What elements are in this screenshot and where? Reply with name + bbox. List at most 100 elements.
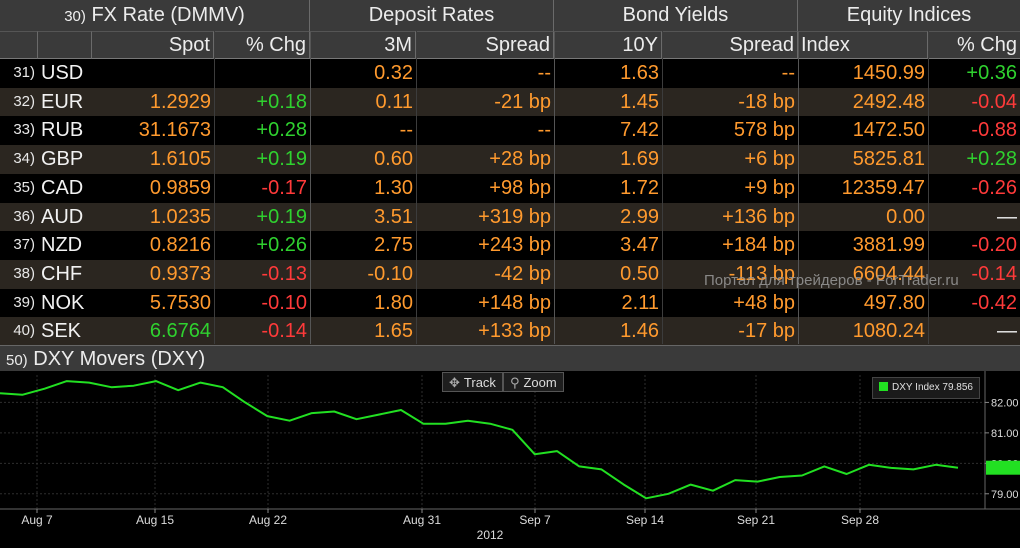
bond-spread-value: +136 bp bbox=[722, 205, 795, 228]
y-tick-label: 81.00 bbox=[991, 428, 1019, 440]
section-header-bond: Bond Yields bbox=[554, 0, 798, 31]
deposit-spread-value: +243 bp bbox=[478, 234, 551, 257]
deposit-3m-value: 0.32 bbox=[374, 62, 413, 84]
deposit-3m-value: 2.75 bbox=[374, 234, 413, 257]
table-row[interactable]: 31) USD 0.32 -- 1.63 -- 1450.99 +0.36 bbox=[0, 59, 1020, 88]
currency-code[interactable]: AUD bbox=[41, 205, 84, 228]
row-number[interactable]: 33) bbox=[13, 121, 35, 139]
currency-code[interactable]: EUR bbox=[41, 90, 84, 113]
spot-pct-change: -0.17 bbox=[261, 176, 307, 199]
table-row[interactable]: 38) CHF 0.9373 -0.13 -0.10 -42 bp 0.50 -113 bp 6… bbox=[0, 259, 1020, 289]
currency-code[interactable]: SEK bbox=[41, 320, 82, 343]
table-row[interactable]: 39) NOK 5.7530 -0.10 1.80 +148 bp 2.11 +48 bp 49… bbox=[0, 288, 1020, 318]
equity-index-value: 3881.99 bbox=[852, 234, 925, 257]
table-row[interactable]: 34) GBP 1.6105 +0.19 0.60 +28 bp 1.69 +6 bp 5825… bbox=[0, 145, 1020, 174]
bond-spread-value: +48 bp bbox=[733, 291, 795, 314]
deposit-spread-value: +98 bp bbox=[489, 176, 551, 199]
currency-code[interactable]: NZD bbox=[41, 234, 83, 257]
bond-spread-value: +6 bp bbox=[744, 148, 795, 171]
table-row[interactable]: 37) NZD 0.8216 +0.26 2.75 +243 bp 3.47 +184 bp 3… bbox=[0, 231, 1020, 260]
deposit-spread-value: +28 bp bbox=[489, 148, 551, 171]
deposit-spread-value: -- bbox=[537, 62, 551, 84]
col-header-index[interactable]: Index bbox=[798, 31, 928, 59]
row-number[interactable]: 39) bbox=[13, 293, 35, 311]
currency-code[interactable]: RUB bbox=[41, 119, 84, 142]
table-row[interactable]: 33) RUB 31.1673 +0.28 -- -- 7.42 578 bp 1472.50 -… bbox=[0, 116, 1020, 146]
bond-10y-value: 7.42 bbox=[620, 119, 659, 142]
x-tick-label: Aug 31 bbox=[403, 513, 441, 527]
chart-panel-header[interactable]: 50) DXY Movers (DXY) bbox=[0, 345, 1020, 371]
table-row[interactable]: 40) SEK 6.6764 -0.14 1.65 +133 bp 1.46 -17 bp 10… bbox=[0, 317, 1020, 346]
table-row[interactable]: 36) AUD 1.0235 +0.19 3.51 +319 bp 2.99 +136 bp 0… bbox=[0, 202, 1020, 232]
table-row[interactable]: 32) EUR 1.2929 +0.18 0.11 -21 bp 1.45 -18 bp 249… bbox=[0, 87, 1020, 117]
spot-pct-change: +0.18 bbox=[256, 90, 307, 113]
track-label: Track bbox=[463, 375, 496, 390]
row-number[interactable]: 40) bbox=[13, 322, 35, 340]
col-header-10y[interactable]: 10Y bbox=[554, 31, 662, 59]
column-divider bbox=[554, 31, 555, 344]
currency-code[interactable]: CHF bbox=[41, 262, 83, 285]
spot-value: 1.0235 bbox=[149, 205, 211, 228]
spot-value: 0.9859 bbox=[149, 176, 211, 199]
col-header-chg[interactable]: % Chg bbox=[214, 31, 310, 59]
row-number[interactable]: 37) bbox=[13, 236, 35, 254]
x-tick-label: Sep 21 bbox=[737, 513, 775, 527]
spot-pct-change: +0.19 bbox=[256, 148, 307, 171]
row-number[interactable]: 31) bbox=[13, 64, 35, 81]
deposit-3m-value: -0.10 bbox=[367, 262, 413, 285]
spot-pct-change: +0.19 bbox=[256, 205, 307, 228]
spot-value: 1.2929 bbox=[149, 90, 211, 113]
bond-spread-value: -17 bp bbox=[738, 320, 795, 343]
equity-pct-change: +0.36 bbox=[966, 62, 1017, 84]
currency-code[interactable]: CAD bbox=[41, 176, 84, 199]
col-header-bond-spread[interactable]: Spread bbox=[662, 31, 798, 59]
col-header-blank-1 bbox=[0, 31, 38, 59]
bond-10y-value: 1.45 bbox=[620, 90, 659, 113]
spot-pct-change bbox=[214, 59, 310, 88]
table-row[interactable]: 35) CAD 0.9859 -0.17 1.30 +98 bp 1.72 +9 bp 1235… bbox=[0, 173, 1020, 203]
col-header-3m[interactable]: 3M bbox=[310, 31, 416, 59]
equity-index-value: 1472.50 bbox=[852, 119, 925, 142]
bond-spread-value: -113 bp bbox=[728, 262, 795, 285]
track-button[interactable]: ✥ Track bbox=[442, 372, 503, 392]
row-number[interactable]: 38) bbox=[13, 264, 35, 282]
deposit-spread-value: +133 bp bbox=[478, 320, 551, 343]
deposit-spread-value: +319 bp bbox=[478, 205, 551, 228]
zoom-button[interactable]: ⚲ Zoom bbox=[502, 372, 564, 392]
row-number[interactable]: 36) bbox=[13, 207, 35, 225]
row-number[interactable]: 32) bbox=[13, 92, 35, 110]
column-divider bbox=[214, 31, 215, 344]
x-tick-label: Sep 7 bbox=[519, 513, 551, 527]
equity-pct-change: +0.28 bbox=[966, 148, 1017, 171]
deposit-3m-value: 0.11 bbox=[375, 90, 413, 113]
col-header-equity-chg[interactable]: % Chg bbox=[928, 31, 1020, 59]
spot-pct-change: +0.28 bbox=[256, 119, 307, 142]
deposit-3m-value: 1.80 bbox=[374, 291, 413, 314]
equity-index-value: 1450.99 bbox=[852, 62, 925, 84]
bond-10y-value: 2.99 bbox=[620, 205, 659, 228]
deposit-3m-value: -- bbox=[399, 119, 413, 142]
spot-value bbox=[92, 59, 214, 88]
bond-spread-value: 578 bp bbox=[733, 119, 795, 142]
row-number[interactable]: 35) bbox=[13, 178, 35, 196]
spot-pct-change: +0.26 bbox=[256, 234, 307, 257]
currency-code[interactable]: USD bbox=[41, 62, 84, 84]
equity-index-value: 497.80 bbox=[863, 291, 925, 314]
col-header-spot[interactable]: Spot bbox=[92, 31, 214, 59]
spot-value: 6.6764 bbox=[149, 320, 211, 343]
bond-10y-value: 1.72 bbox=[620, 176, 659, 199]
equity-index-value: 6604.44 bbox=[852, 262, 925, 285]
currency-code[interactable]: GBP bbox=[41, 148, 84, 171]
col-header-deposit-spread[interactable]: Spread bbox=[416, 31, 554, 59]
section-number: 30) bbox=[64, 8, 86, 25]
column-divider bbox=[310, 31, 311, 344]
currency-code[interactable]: NOK bbox=[41, 291, 85, 314]
section-header-fx[interactable]: 30) FX Rate (DMMV) bbox=[0, 0, 310, 31]
col-header-blank-2 bbox=[38, 31, 92, 59]
spot-value: 0.8216 bbox=[149, 234, 211, 257]
row-number[interactable]: 34) bbox=[13, 150, 35, 168]
dxy-series-line bbox=[0, 380, 959, 500]
section-header-equity: Equity Indices bbox=[798, 0, 1020, 31]
